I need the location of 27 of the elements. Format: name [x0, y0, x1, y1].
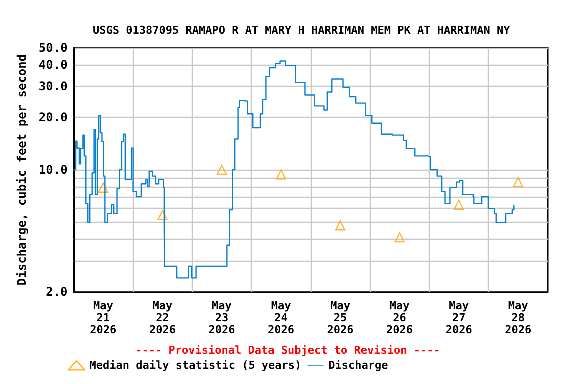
x-tick-label: May 28 2026 — [505, 300, 532, 336]
x-tick-label: May 27 2026 — [446, 300, 473, 336]
point — [513, 177, 524, 188]
point — [454, 200, 464, 210]
y-tick-label: 50.0 — [38, 41, 68, 55]
x-tick-label: May 24 2026 — [268, 300, 295, 336]
legend-label: Median daily statistic (5 years) — [90, 359, 302, 372]
x-tick-label: May 25 2026 — [327, 300, 354, 336]
x-tick-label: May 26 2026 — [386, 300, 414, 336]
point — [158, 210, 168, 220]
x-tick-label: May 23 2026 — [208, 300, 236, 336]
text: ---- Provisional Data Subject to Revision ---- — [136, 344, 440, 357]
chart-title: USGS 01387095 RAMAPO R AT MARY H HARRIMAN MEM PK AT HARRIMAN NY — [93, 24, 511, 37]
point — [98, 182, 109, 193]
point — [216, 164, 228, 176]
y-tick-label: 20.0 — [38, 110, 68, 124]
y-axis-title: Discharge, cubic feet per second — [15, 54, 29, 286]
x-tick-label: May 22 2026 — [149, 300, 176, 336]
point — [276, 170, 286, 180]
x-tick-label: May 21 2026 — [90, 300, 118, 336]
y-tick-label: 2.0 — [46, 285, 68, 299]
point — [394, 232, 405, 243]
y-tick-label: 30.0 — [38, 80, 68, 94]
legend-label: Discharge — [328, 359, 389, 372]
y-tick-label: 10.0 — [38, 163, 68, 177]
y-tick-label: 40.0 — [38, 58, 68, 72]
point — [335, 220, 346, 231]
